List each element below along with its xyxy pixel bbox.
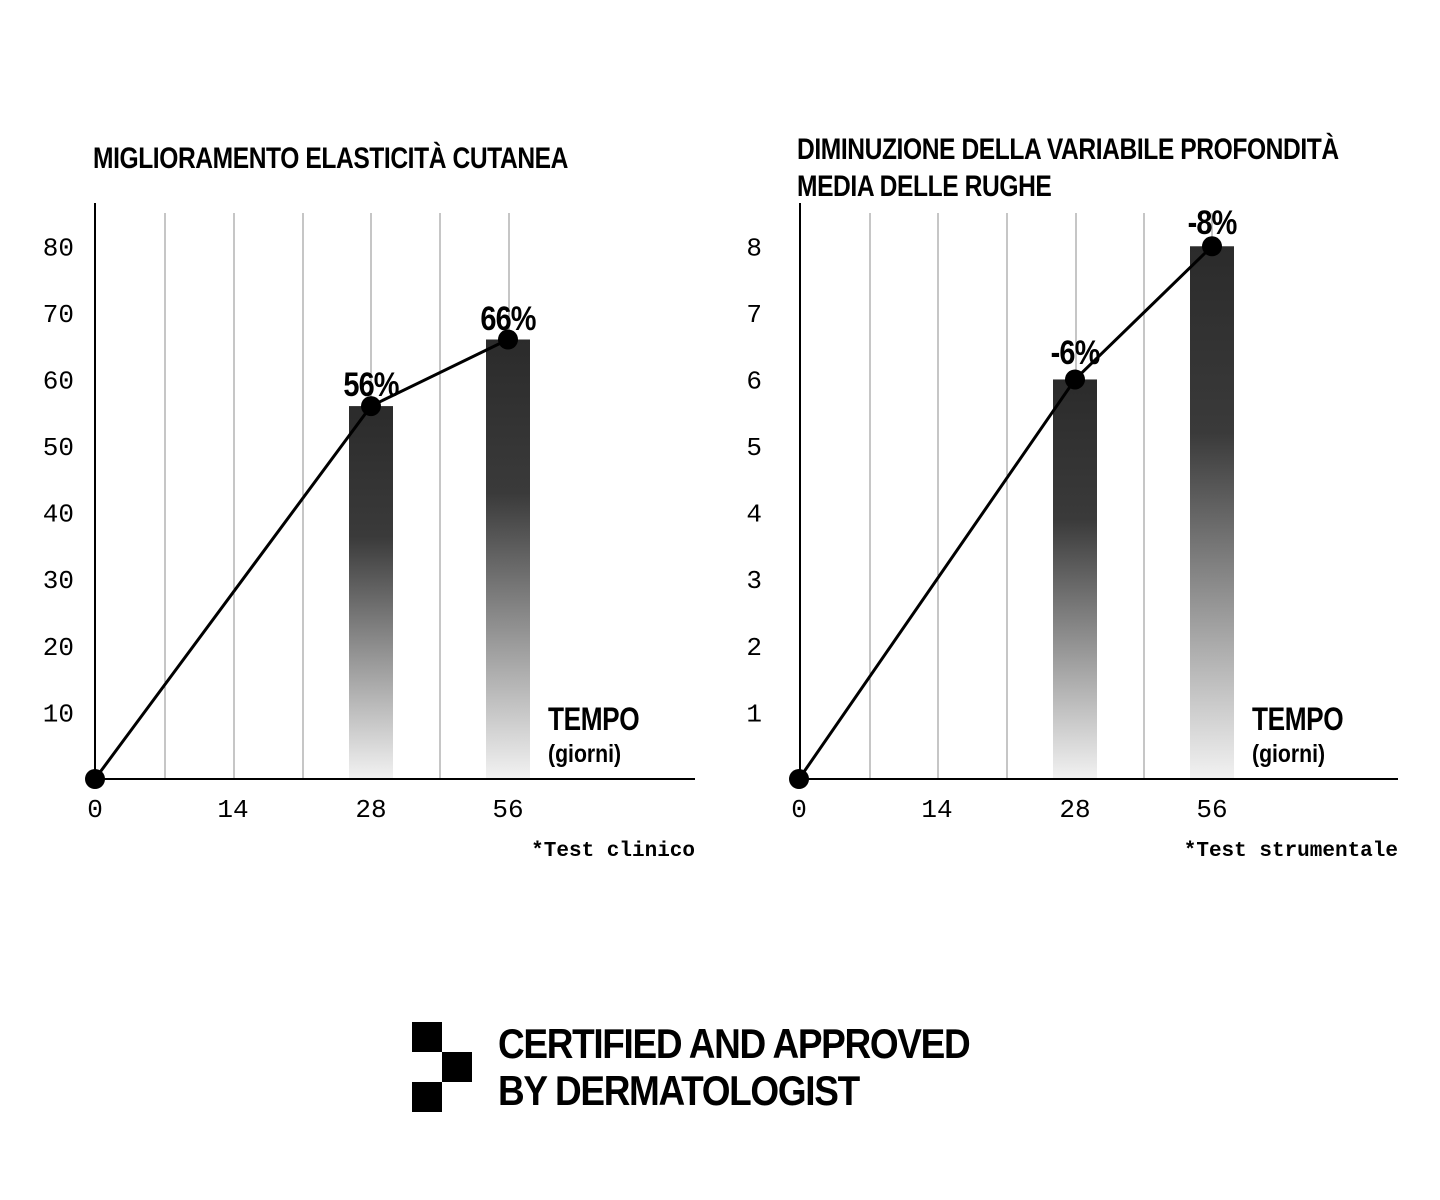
x-tick-label: 56 <box>492 795 523 825</box>
data-point <box>361 396 381 417</box>
data-point <box>85 769 105 789</box>
footnote: *Test strumentale <box>1184 840 1398 863</box>
time-axis-unit: (giorni) <box>1252 739 1325 767</box>
y-tick-label: 10 <box>43 699 74 729</box>
x-tick-label: 14 <box>921 795 952 825</box>
y-tick-label: 7 <box>746 300 762 330</box>
y-tick-label: 4 <box>746 500 762 530</box>
data-label: 66% <box>480 299 536 338</box>
y-tick-label: 1 <box>746 699 762 729</box>
y-tick-label: 2 <box>746 633 762 663</box>
chart-title: MEDIA DELLE RUGHE <box>797 169 1052 203</box>
badge-line-2: BY DERMATOLOGIST <box>498 1067 860 1114</box>
y-tick-label: 60 <box>43 366 74 396</box>
y-tick-label: 20 <box>43 633 74 663</box>
data-point <box>498 329 518 350</box>
y-tick-label: 6 <box>746 366 762 396</box>
x-tick-label: 14 <box>217 795 248 825</box>
y-tick-label: 3 <box>746 566 762 596</box>
y-tick-label: 50 <box>43 433 74 463</box>
time-axis-label: TEMPO <box>1252 703 1343 738</box>
trend-line <box>797 245 1214 780</box>
x-tick-label: 28 <box>1059 795 1090 825</box>
y-tick-label: 8 <box>746 233 762 263</box>
data-label: 56% <box>343 365 399 404</box>
bar <box>1053 379 1097 779</box>
data-label: -6% <box>1051 333 1101 372</box>
chart-title: DIMINUZIONE DELLA VARIABILE PROFONDITÀ <box>797 132 1339 166</box>
y-tick-label: 40 <box>43 500 74 530</box>
x-tick-label: 0 <box>791 795 807 825</box>
badge-line-1: CERTIFIED AND APPROVED <box>498 1020 971 1067</box>
x-tick-label: 28 <box>355 795 386 825</box>
footnote: *Test clinico <box>531 840 695 863</box>
y-tick-label: 30 <box>43 566 74 596</box>
x-tick-label: 0 <box>87 795 103 825</box>
data-point <box>1065 369 1085 390</box>
chart-title: MIGLIORAMENTO ELASTICITÀ CUTANEA <box>93 141 569 175</box>
time-axis-label: TEMPO <box>548 703 639 738</box>
data-label: -8% <box>1188 203 1238 242</box>
bar <box>486 339 530 779</box>
y-tick-label: 80 <box>43 233 74 263</box>
certification-badge: CERTIFIED AND APPROVED BY DERMATOLOGIST <box>410 1020 1050 1120</box>
bar <box>1190 246 1234 780</box>
data-point <box>1202 236 1222 257</box>
data-point <box>789 769 809 789</box>
time-axis-unit: (giorni) <box>548 739 621 767</box>
trend-line <box>93 338 509 780</box>
y-tick-label: 5 <box>746 433 762 463</box>
y-tick-label: 70 <box>43 300 74 330</box>
bar <box>349 406 393 779</box>
x-tick-label: 56 <box>1196 795 1227 825</box>
